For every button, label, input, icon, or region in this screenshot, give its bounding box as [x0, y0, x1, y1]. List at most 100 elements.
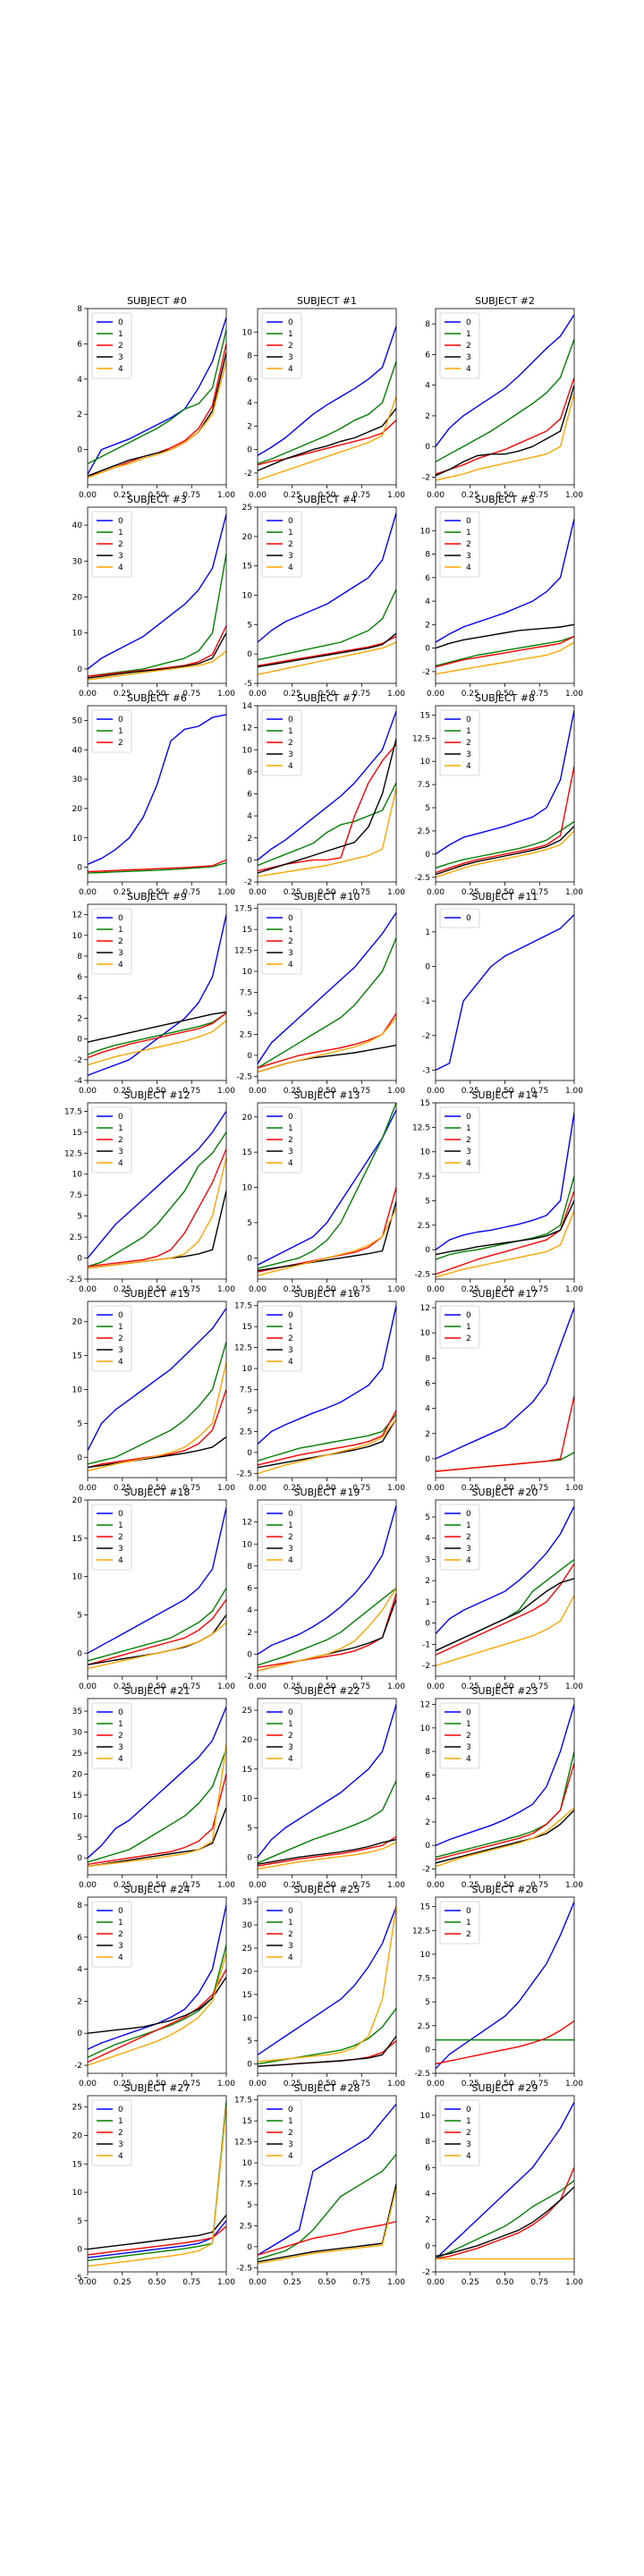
y-tick-label: 17.5 [234, 2097, 252, 2106]
series-line-3 [258, 1838, 396, 1865]
series-line-0 [436, 314, 574, 447]
legend-entry: 3 [466, 2140, 471, 2149]
series-line-2 [436, 1395, 574, 1472]
subplot-grid: SUBJECT #00.00 0.25 0.50 0.75 1.000246801234… [64, 295, 583, 2287]
y-tick-label: 20 [72, 1770, 83, 1779]
subplot: SUBJECT #8 0.00 0.25 0.50 0.75 1.00 -2.5 0 2.5 5 7… [412, 692, 583, 897]
x-tick-label: 0.25 [284, 491, 301, 500]
series-line-2 [258, 419, 396, 466]
subplot: SUBJECT #250.00 0.25 0.50 0.75 1.00051015202… [242, 1884, 406, 2089]
y-tick-label: -1 [422, 997, 430, 1006]
series-line-1 [258, 782, 396, 867]
y-tick-label: -5 [74, 2274, 82, 2283]
y-tick-label: 10 [420, 1148, 431, 1157]
plot-frame [435, 1301, 575, 1479]
x-tick-label: 1.00 [565, 2278, 583, 2287]
legend-entry: 2 [118, 1732, 123, 1741]
x-tick-label: 1.00 [387, 888, 405, 897]
y-tick-label: 15 [420, 1903, 430, 1912]
legend-entry: 2 [466, 1335, 471, 1343]
legend-entry: 3 [288, 1942, 293, 1951]
x-tick-label: 0.25 [462, 2278, 479, 2287]
legend-entry: 0 [288, 914, 293, 923]
legend-entry: 4 [118, 2152, 123, 2161]
legend-entry: 4 [288, 762, 293, 771]
x-tick-label: 0.25 [284, 2080, 301, 2089]
x-tick-label: 0.25 [462, 2080, 479, 2089]
x-tick-label: 0.50 [318, 2278, 335, 2287]
plot-frame [257, 1896, 397, 2074]
x-tick-label: 0.25 [284, 888, 301, 897]
y-tick-label: 2.5 [240, 1030, 252, 1039]
legend-entry: 4 [466, 762, 471, 771]
y-tick-label: 5 [247, 1407, 252, 1416]
series-line-2 [258, 1013, 396, 1069]
subplot: SUBJECT #290.00 0.25 0.50 0.75 1.00-20246810… [420, 2082, 584, 2287]
x-tick-label: 1.00 [387, 1087, 405, 1096]
legend-entry: 2 [118, 1335, 123, 1343]
x-tick-label: 1.00 [217, 1285, 235, 1294]
y-tick-label: 20 [72, 805, 83, 814]
series-line-2 [88, 859, 226, 873]
legend-entry: 1 [118, 2117, 123, 2126]
legend-entry: 1 [288, 2117, 293, 2126]
subplot-title: SUBJECT #10 [294, 891, 360, 902]
y-tick-label: -2 [422, 473, 430, 482]
y-tick-label: 0 [77, 2029, 82, 2038]
x-tick-label: 0.75 [352, 888, 370, 897]
series-line-3 [88, 632, 226, 679]
subplot-title: SUBJECT #21 [124, 1685, 191, 1697]
y-tick-label: 4 [247, 812, 252, 821]
series-line-1 [258, 1103, 396, 1269]
legend-entry: 0 [466, 1113, 471, 1122]
y-tick-label: 7.5 [418, 1173, 430, 1182]
series-line-0 [258, 710, 396, 860]
x-tick-label: 0.50 [148, 1682, 165, 1691]
y-tick-label: 0 [77, 1649, 82, 1658]
legend-entry: 4 [118, 365, 123, 374]
legend-entry: 2 [466, 540, 471, 549]
y-tick-label: 15 [242, 1148, 252, 1157]
series-line-0 [88, 1707, 226, 1859]
y-tick-label: 40 [72, 521, 83, 530]
x-tick-label: 0.00 [79, 2080, 97, 2089]
x-tick-label: 0.75 [182, 2080, 200, 2089]
y-tick-label: 25 [72, 2104, 82, 2113]
x-tick-label: 0.75 [352, 1484, 370, 1493]
legend-entry: 4 [466, 365, 471, 374]
legend-entry: 3 [288, 353, 293, 362]
series-line-1 [436, 2180, 574, 2260]
y-tick-label: 12 [242, 1519, 252, 1528]
y-tick-label: -2 [244, 1673, 252, 1682]
y-tick-label: -2.5 [414, 2070, 430, 2079]
y-tick-label: 12 [72, 911, 82, 920]
x-tick-label: 1.00 [217, 1087, 235, 1096]
legend-entry: 1 [288, 1124, 293, 1133]
y-tick-label: 1 [425, 1598, 430, 1607]
series-line-2 [88, 1148, 226, 1267]
y-tick-label: 15 [242, 1766, 252, 1775]
subplot-title: SUBJECT #11 [472, 891, 538, 902]
y-tick-label: 2 [425, 621, 430, 630]
series-line-4 [88, 1744, 226, 1868]
x-tick-label: 0.25 [284, 2278, 301, 2287]
subplot: SUBJECT #10 0.00 0.25 0.50 0.75 1.00 -2.5 0 2.5 5… [234, 891, 405, 1096]
y-tick-label: 2 [77, 1014, 82, 1023]
x-tick-label: 0.75 [530, 1087, 548, 1096]
x-tick-label: 1.00 [217, 1484, 235, 1493]
legend-entry: 0 [466, 2106, 471, 2114]
legend-entry: 4 [288, 365, 293, 374]
y-tick-label: 5 [77, 1611, 82, 1620]
y-tick-label: 25 [242, 504, 252, 513]
legend-entry: 2 [466, 1732, 471, 1741]
subplot: SUBJECT #24 0.00 0.25 0.50 0.75 1.00 -2 0 2 4 6 8 0 1… [74, 1884, 235, 2089]
legend-entry: 2 [288, 739, 293, 748]
x-tick-label: 1.00 [387, 2080, 405, 2089]
y-tick-label: -2 [244, 878, 252, 887]
plot-frame [257, 2095, 397, 2273]
y-tick-label: 10 [72, 1386, 83, 1395]
legend-entry: 2 [288, 1930, 293, 1939]
y-tick-label: 4 [247, 1606, 252, 1615]
series-line-1 [436, 821, 574, 869]
x-tick-label: 1.00 [565, 1285, 583, 1294]
